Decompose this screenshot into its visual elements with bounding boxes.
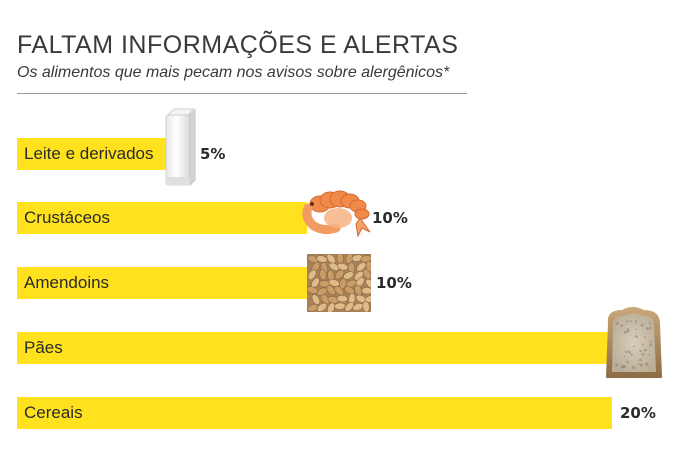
bar-p-es	[17, 332, 617, 364]
milk-carton-icon	[165, 108, 196, 187]
title-divider	[17, 93, 467, 94]
category-label: Pães	[24, 338, 63, 357]
value-label: 10%	[376, 274, 412, 292]
peanuts-icon	[307, 254, 371, 312]
shrimp-icon	[302, 190, 371, 238]
value-label: 10%	[372, 209, 408, 227]
bar-crust-ceos	[17, 202, 307, 234]
bar-amendoins	[17, 267, 309, 299]
category-label: Crustáceos	[24, 208, 110, 227]
chart-title: FALTAM INFORMAÇÕES E ALERTAS	[17, 31, 459, 59]
bread-slice-icon	[606, 307, 662, 378]
bar-leite-e-derivados	[17, 138, 168, 170]
bar-cereais	[17, 397, 612, 429]
category-label: Cereais	[24, 403, 83, 422]
chart-subtitle: Os alimentos que mais pecam nos avisos s…	[17, 64, 450, 81]
category-label: Amendoins	[24, 273, 110, 292]
category-label: Leite e derivados	[24, 144, 154, 163]
value-label: 5%	[200, 145, 226, 163]
value-label: 20%	[620, 404, 656, 422]
